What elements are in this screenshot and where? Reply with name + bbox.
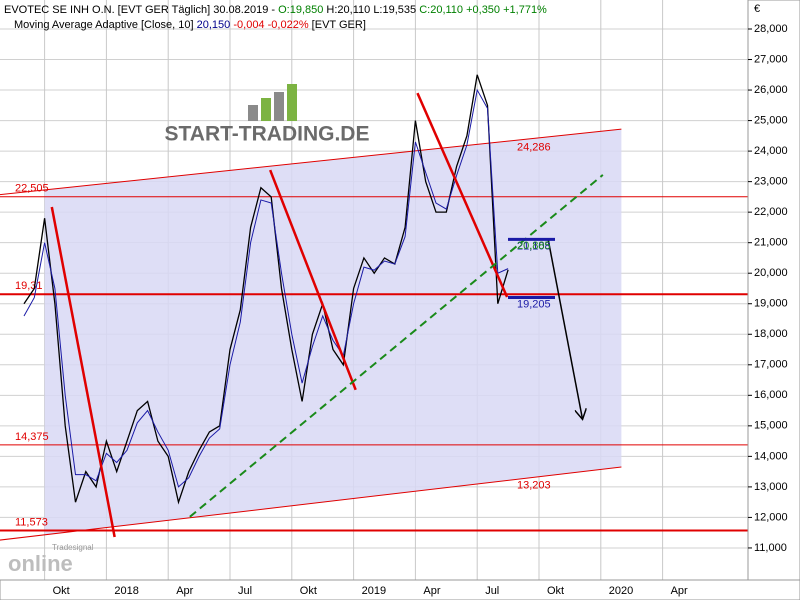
mark-label: 21,108 xyxy=(517,240,551,252)
header-part: O:19,850 xyxy=(278,4,323,16)
y-tick-label: 28,000 xyxy=(754,23,788,35)
channel-line xyxy=(0,128,622,196)
mark-label: 20,885 xyxy=(517,240,551,252)
x-tick-label: Apr xyxy=(176,585,193,597)
y-tick-label: 23,000 xyxy=(754,176,788,188)
header-line: EVOTEC SE INH O.N. [EVT GER Täglich] 30.… xyxy=(4,4,547,16)
y-tick-label: 12,000 xyxy=(754,511,788,523)
y-tick-label: 21,000 xyxy=(754,237,788,249)
y-tick-label: 14,000 xyxy=(754,450,788,462)
x-tick-label: Okt xyxy=(53,585,70,597)
price-line xyxy=(23,88,509,488)
brand: Tradesignal online xyxy=(8,543,94,576)
x-tick-label: 2019 xyxy=(362,585,386,597)
header-part: EVOTEC SE INH O.N. [EVT GER Täglich] 30.… xyxy=(4,4,275,16)
header-part: +1,771% xyxy=(503,4,547,16)
price-line xyxy=(23,74,509,505)
drawing-trend xyxy=(416,92,509,298)
x-tick-label: Jul xyxy=(238,585,252,597)
x-tick-label: Apr xyxy=(423,585,440,597)
plot: 24,286 13,203 22,505 19,31 14,375 11,573 21,10… xyxy=(0,74,748,541)
x-tick-label: 2018 xyxy=(114,585,138,597)
currency: € xyxy=(754,3,760,15)
header-part: L:19,535 xyxy=(373,4,416,16)
brand-big: online xyxy=(8,551,73,576)
y-tick-label: 11,000 xyxy=(754,542,787,554)
y-tick-label: 27,000 xyxy=(754,53,788,65)
y-tick-label: 16,000 xyxy=(754,389,788,401)
y-tick-label: 18,000 xyxy=(754,328,788,340)
y-tick-label: 20,000 xyxy=(754,267,788,279)
y-tick-label: 22,000 xyxy=(754,206,788,218)
x-tick-label: Okt xyxy=(300,585,317,597)
logo-text: START-TRADING.DE xyxy=(165,123,370,146)
level-label: 22,505 xyxy=(15,183,49,195)
header-part: +0,350 xyxy=(466,4,500,16)
drawing-trend xyxy=(269,169,357,391)
header-part: -0,022% xyxy=(268,19,309,31)
x-tick-label: Jul xyxy=(485,585,499,597)
indicator-line: Moving Average Adaptive [Close, 10] 20,1… xyxy=(14,19,366,31)
header-part: H:20,110 xyxy=(326,4,370,16)
y-tick-label: 17,000 xyxy=(754,359,788,371)
y-axis-panel xyxy=(747,0,800,581)
header-part: C:20,110 xyxy=(419,4,463,16)
brand-small: Tradesignal xyxy=(52,543,94,552)
header-part: 20,150 xyxy=(197,19,231,31)
x-tick-label: 2020 xyxy=(609,585,633,597)
mark-label: 19,205 xyxy=(517,298,551,310)
header-part: [EVT GER] xyxy=(312,19,366,31)
header-part: Moving Average Adaptive [Close, 10] xyxy=(14,19,194,31)
x-tick-label: Apr xyxy=(671,585,688,597)
y-tick-label: 25,000 xyxy=(754,114,788,126)
y-tick-label: 15,000 xyxy=(754,420,788,432)
drawing-dashed xyxy=(189,174,604,518)
axes: 11,000 12,000 13,000 14,000 15,000 16,000 17,0… xyxy=(53,23,788,597)
logo: START-TRADING.DE xyxy=(165,84,370,146)
y-tick-label: 26,000 xyxy=(754,84,788,96)
channel-line xyxy=(0,466,622,541)
level-label: 11,573 xyxy=(15,516,48,528)
channel-label: 24,286 xyxy=(517,141,551,153)
drawing-arrow xyxy=(547,239,582,418)
y-tick-label: 13,000 xyxy=(754,481,788,493)
level-label: 19,31 xyxy=(15,280,43,292)
level-label: 14,375 xyxy=(15,431,49,443)
x-axis-panel xyxy=(0,579,800,600)
header-part: -0,004 xyxy=(233,19,264,31)
x-tick-label: Okt xyxy=(547,585,564,597)
channel-label: 13,203 xyxy=(517,480,551,492)
drawing-trend xyxy=(50,206,116,538)
y-tick-label: 24,000 xyxy=(754,145,788,157)
y-tick-label: 19,000 xyxy=(754,298,788,310)
